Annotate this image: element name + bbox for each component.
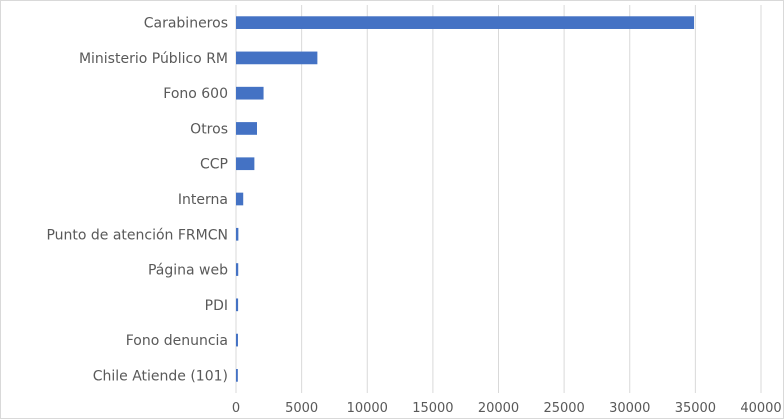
bar (236, 157, 255, 171)
bar (236, 192, 244, 206)
bar (236, 298, 239, 312)
category-label: Página web (148, 263, 228, 279)
bar (236, 227, 239, 241)
x-axis-tick-labels: 0 5000 10000 15000 20000 25000 30000 35000 40000 (232, 401, 782, 416)
x-tick-label: 0 (232, 401, 240, 416)
category-label: Punto de atención FRMCN (46, 227, 228, 243)
bar (236, 333, 238, 347)
bar (236, 16, 695, 29)
bar (236, 263, 239, 276)
category-label: Ministerio Público RM (79, 51, 228, 67)
bar (236, 369, 238, 382)
bar (236, 122, 257, 135)
x-tick-label: 10000 (347, 401, 388, 416)
category-label: Fono 600 (163, 86, 228, 102)
bars (236, 16, 695, 382)
x-tick-label: 25000 (543, 401, 584, 416)
gridlines (235, 5, 762, 393)
category-label: Chile Atiende (101) (93, 368, 228, 384)
category-label: Interna (178, 192, 228, 208)
x-tick-label: 35000 (675, 401, 716, 416)
category-label: Carabineros (144, 16, 228, 32)
x-tick-label: 40000 (740, 401, 781, 416)
category-label: CCP (200, 157, 228, 173)
x-tick-label: 5000 (285, 401, 318, 416)
bar (236, 51, 318, 65)
category-labels: Carabineros Ministerio Público RM Fono 600… (46, 16, 228, 385)
x-tick-label: 20000 (478, 401, 519, 416)
category-label: Fono denuncia (126, 333, 228, 349)
x-tick-label: 30000 (609, 401, 650, 416)
x-tick-label: 15000 (412, 401, 453, 416)
category-label: Otros (190, 121, 228, 137)
bar (236, 86, 264, 100)
category-label: PDI (205, 298, 228, 314)
